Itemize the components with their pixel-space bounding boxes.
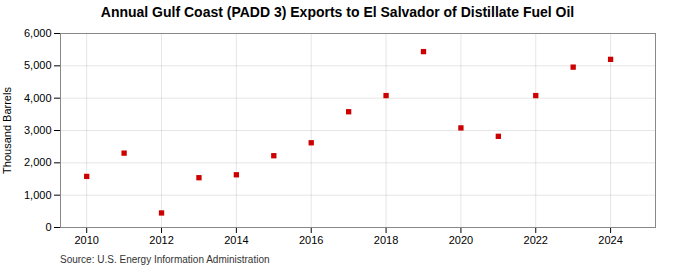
- svg-text:2022: 2022: [524, 234, 548, 246]
- svg-text:2016: 2016: [299, 234, 323, 246]
- svg-text:6,000: 6,000: [24, 27, 52, 39]
- html-text:Annual Gulf Coast (PADD 3) Exp: Annual Gulf Coast (PADD 3) Exports to El…: [100, 4, 575, 20]
- svg-text:0: 0: [45, 221, 51, 233]
- svg-text:2010: 2010: [74, 234, 98, 246]
- html-text:Source: U.S. Energy Informatio: Source: U.S. Energy Information Administ…: [60, 254, 270, 265]
- svg-text:4,000: 4,000: [24, 92, 52, 104]
- svg-text:Thousand Barrels: Thousand Barrels: [1, 87, 13, 174]
- svg-text:1,000: 1,000: [24, 189, 52, 201]
- svg-text:3,000: 3,000: [24, 124, 52, 136]
- svg-text:2014: 2014: [224, 234, 248, 246]
- svg-text:2,000: 2,000: [24, 156, 52, 168]
- svg-text:2012: 2012: [149, 234, 173, 246]
- svg-text:5,000: 5,000: [24, 59, 52, 71]
- svg-text:2024: 2024: [598, 234, 622, 246]
- svg-text:2020: 2020: [449, 234, 473, 246]
- svg-text:2018: 2018: [374, 234, 398, 246]
